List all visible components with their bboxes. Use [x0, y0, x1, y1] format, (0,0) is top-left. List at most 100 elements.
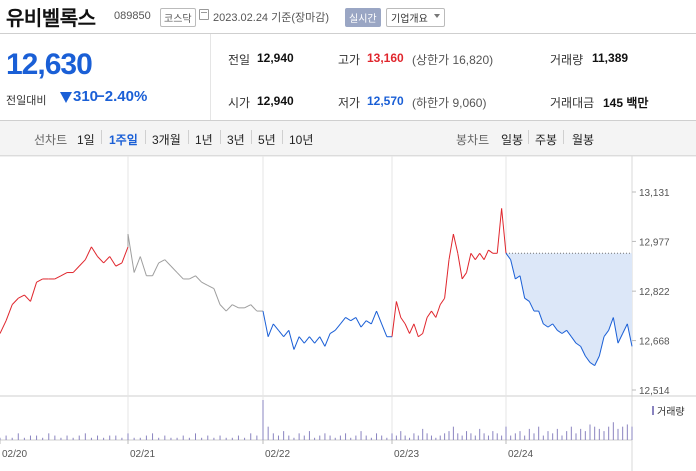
tab-3m[interactable]: 3개월: [152, 133, 181, 147]
chevron-down-icon: [433, 14, 440, 18]
open-label: 시가: [228, 96, 251, 110]
price-segment: [127, 233, 135, 273]
below-prev-close-fill: [506, 253, 632, 366]
price-segment: [431, 310, 437, 318]
price-segment: [622, 323, 628, 334]
current-price: 12,630: [6, 48, 93, 81]
price-segment: [501, 208, 507, 254]
price-segment: [395, 301, 402, 318]
price-segment: [547, 323, 553, 328]
divider: [0, 120, 696, 121]
price-segment: [340, 317, 346, 325]
realtime-button[interactable]: 실시간: [345, 8, 381, 27]
price-segment: [505, 252, 512, 261]
tab-1y[interactable]: 1년: [195, 133, 213, 147]
volume-legend-label: 거래량: [657, 406, 685, 418]
price-segment: [598, 336, 605, 357]
high-label: 고가: [338, 53, 361, 67]
price-segment: [355, 317, 362, 328]
price-segment: [589, 361, 595, 367]
as-of-date: 2023.02.24 기준(장마감): [213, 12, 330, 24]
price-segment: [244, 304, 251, 309]
price-segment: [225, 304, 233, 312]
market-badge: 코스닥: [160, 8, 196, 27]
price-segment: [466, 253, 472, 273]
amount-label: 거래대금: [550, 96, 595, 110]
price-segment: [201, 281, 209, 286]
price-segment: [452, 233, 459, 254]
price-segment: [413, 323, 419, 337]
price-segment: [5, 304, 13, 321]
tab-10y[interactable]: 10년: [289, 133, 314, 147]
low-value: 12,570: [367, 94, 404, 108]
price-segment: [103, 256, 111, 264]
amount-value: 145 백만: [603, 96, 649, 110]
x-tick-label: 02/23: [394, 449, 419, 460]
price-segment: [97, 256, 104, 264]
high-value: 13,160: [367, 51, 404, 65]
price-segment: [524, 297, 530, 302]
price-segment: [603, 330, 610, 338]
price-segment: [207, 284, 215, 290]
price-segment: [515, 275, 521, 280]
price-segment: [250, 304, 258, 312]
x-tick-label: 02/22: [265, 449, 290, 460]
stock-code: 089850: [114, 10, 151, 22]
y-tick-label: 12,977: [639, 237, 670, 248]
line-chart-label: 선차트: [34, 133, 68, 147]
price-segment: [435, 304, 441, 318]
price-segment: [538, 310, 544, 325]
price-segment: [400, 317, 406, 325]
price-segment: [139, 256, 147, 276]
price-segment: [418, 333, 423, 338]
tab-weekly-candle[interactable]: 주봉: [535, 133, 558, 147]
price-segment: [164, 259, 172, 267]
open-value: 12,940: [257, 94, 294, 108]
price-segment: [278, 329, 285, 338]
price-segment: [422, 317, 428, 334]
tab-1w[interactable]: 1주일: [109, 133, 138, 147]
company-overview-dropdown[interactable]: 기업개요: [386, 8, 445, 27]
tab-3y[interactable]: 3년: [227, 133, 245, 147]
price-segment: [78, 259, 86, 267]
price-segment: [303, 336, 310, 344]
price-segment: [314, 336, 321, 344]
change-label: 전일대비: [6, 95, 47, 107]
x-tick-label: 02/21: [130, 449, 155, 460]
price-segment: [0, 320, 7, 334]
price-segment: [543, 323, 549, 328]
price-segment: [557, 329, 563, 334]
price-chart[interactable]: 13,131 12,977 12,822 12,668 12,514 02/20 02/21…: [0, 156, 696, 471]
price-segment: [566, 330, 572, 338]
calendar-icon: [199, 9, 209, 20]
price-segment: [36, 278, 43, 283]
price-segment: [219, 304, 227, 312]
price-segment: [426, 310, 432, 318]
price-segment: [309, 336, 315, 344]
price-segment: [470, 253, 476, 260]
price-segment: [24, 294, 31, 302]
price-change: 310: [73, 88, 99, 105]
y-tick-label: 13,131: [639, 188, 670, 199]
price-segment: [584, 355, 591, 363]
price-segment: [370, 310, 377, 325]
tab-monthly-candle[interactable]: 월봉: [572, 133, 595, 147]
price-segment: [444, 259, 450, 299]
price-segment: [18, 294, 25, 299]
candle-chart-label: 봉차트: [456, 133, 490, 147]
company-overview-label: 기업개요: [391, 14, 428, 25]
period-tab-bar: [0, 121, 696, 156]
price-segment: [575, 342, 581, 347]
price-segment: [29, 282, 38, 302]
divider: [251, 130, 252, 144]
price-segment: [11, 297, 19, 305]
price-segment: [319, 336, 326, 347]
price-segment: [365, 320, 372, 325]
price-segment: [213, 288, 221, 305]
tab-daily-candle[interactable]: 일봉: [501, 133, 524, 147]
tab-1d[interactable]: 1일: [77, 133, 95, 147]
prev-close-value: 12,940: [257, 51, 294, 65]
price-segment: [152, 262, 160, 276]
tab-5y[interactable]: 5년: [258, 133, 276, 147]
price-segment: [72, 265, 80, 273]
